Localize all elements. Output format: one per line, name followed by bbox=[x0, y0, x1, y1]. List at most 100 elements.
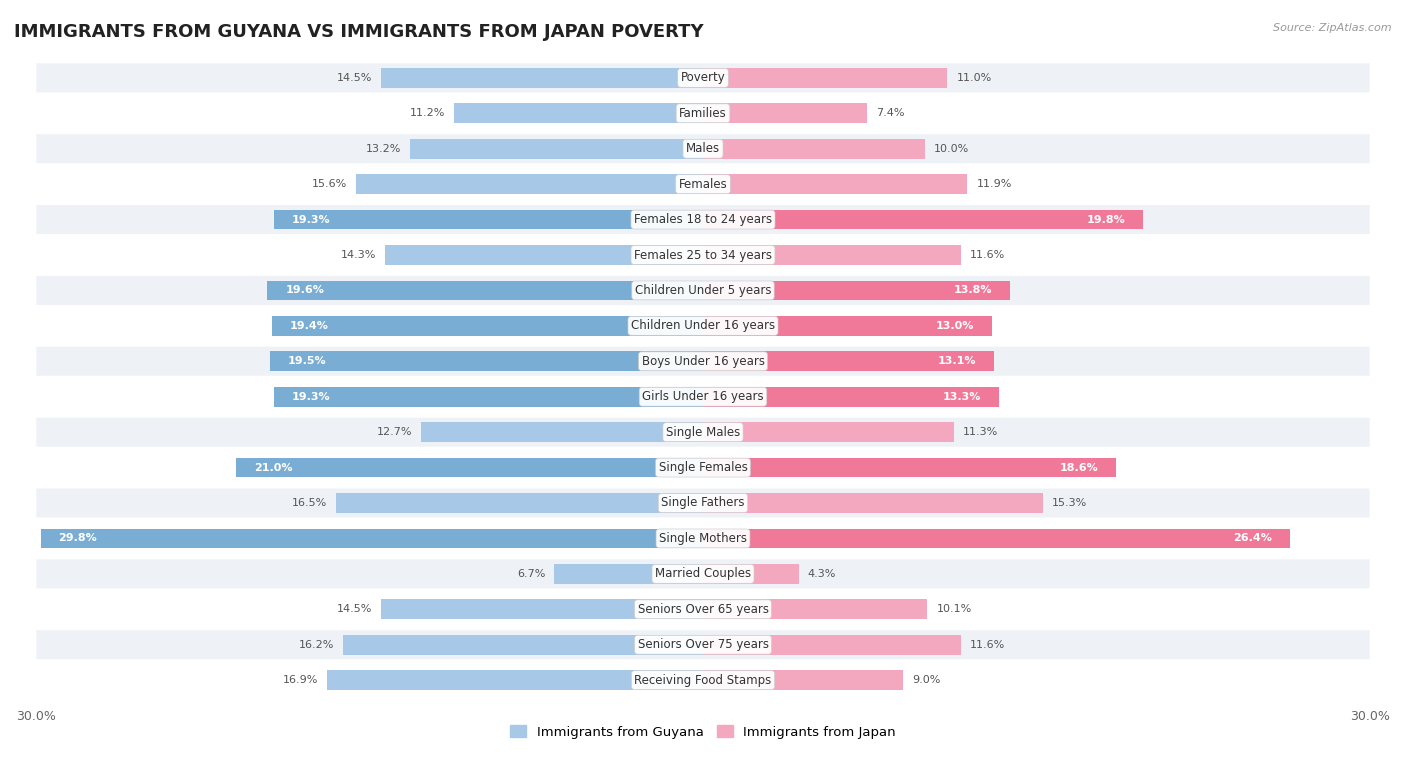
Bar bbox=[336, 493, 703, 513]
Bar bbox=[271, 316, 703, 336]
Bar bbox=[356, 174, 703, 194]
FancyBboxPatch shape bbox=[37, 64, 1369, 92]
Text: 16.5%: 16.5% bbox=[292, 498, 328, 508]
FancyBboxPatch shape bbox=[37, 524, 1369, 553]
FancyBboxPatch shape bbox=[37, 559, 1369, 588]
Bar bbox=[703, 634, 960, 655]
Text: 10.0%: 10.0% bbox=[934, 144, 969, 154]
FancyBboxPatch shape bbox=[37, 99, 1369, 128]
Bar bbox=[409, 139, 703, 158]
Text: Poverty: Poverty bbox=[681, 71, 725, 84]
Bar bbox=[420, 422, 703, 442]
Bar bbox=[703, 564, 799, 584]
Bar bbox=[703, 139, 925, 158]
Bar bbox=[703, 352, 994, 371]
FancyBboxPatch shape bbox=[37, 488, 1369, 518]
Bar bbox=[703, 68, 948, 88]
Text: Females 25 to 34 years: Females 25 to 34 years bbox=[634, 249, 772, 262]
Bar bbox=[703, 528, 1289, 548]
Text: Children Under 5 years: Children Under 5 years bbox=[634, 284, 772, 297]
Bar bbox=[703, 280, 1010, 300]
Bar bbox=[703, 387, 998, 406]
Text: 19.8%: 19.8% bbox=[1087, 215, 1125, 224]
Text: 14.5%: 14.5% bbox=[336, 73, 371, 83]
Text: Boys Under 16 years: Boys Under 16 years bbox=[641, 355, 765, 368]
FancyBboxPatch shape bbox=[37, 312, 1369, 340]
FancyBboxPatch shape bbox=[37, 595, 1369, 624]
Text: 13.0%: 13.0% bbox=[936, 321, 974, 330]
Bar bbox=[703, 210, 1143, 230]
Text: 11.3%: 11.3% bbox=[963, 428, 998, 437]
Text: IMMIGRANTS FROM GUYANA VS IMMIGRANTS FROM JAPAN POVERTY: IMMIGRANTS FROM GUYANA VS IMMIGRANTS FRO… bbox=[14, 23, 703, 41]
Bar bbox=[703, 670, 903, 690]
Text: 12.7%: 12.7% bbox=[377, 428, 412, 437]
Text: 19.3%: 19.3% bbox=[292, 392, 330, 402]
Text: 9.0%: 9.0% bbox=[912, 675, 941, 685]
Text: 11.9%: 11.9% bbox=[976, 179, 1012, 190]
Text: 11.0%: 11.0% bbox=[956, 73, 991, 83]
Bar bbox=[703, 174, 967, 194]
Text: 11.6%: 11.6% bbox=[970, 250, 1005, 260]
Bar bbox=[328, 670, 703, 690]
Text: 16.2%: 16.2% bbox=[298, 640, 335, 650]
Bar bbox=[41, 528, 703, 548]
FancyBboxPatch shape bbox=[37, 666, 1369, 694]
Bar bbox=[703, 493, 1043, 513]
Text: 19.4%: 19.4% bbox=[290, 321, 329, 330]
Text: 18.6%: 18.6% bbox=[1060, 462, 1098, 472]
Text: Source: ZipAtlas.com: Source: ZipAtlas.com bbox=[1274, 23, 1392, 33]
Text: Single Mothers: Single Mothers bbox=[659, 532, 747, 545]
Legend: Immigrants from Guyana, Immigrants from Japan: Immigrants from Guyana, Immigrants from … bbox=[505, 720, 901, 744]
Text: 16.9%: 16.9% bbox=[283, 675, 319, 685]
Bar bbox=[270, 352, 703, 371]
Text: 7.4%: 7.4% bbox=[876, 108, 905, 118]
Text: Seniors Over 75 years: Seniors Over 75 years bbox=[637, 638, 769, 651]
FancyBboxPatch shape bbox=[37, 276, 1369, 305]
Bar bbox=[381, 68, 703, 88]
Text: Females 18 to 24 years: Females 18 to 24 years bbox=[634, 213, 772, 226]
Text: Receiving Food Stamps: Receiving Food Stamps bbox=[634, 674, 772, 687]
Text: Females: Females bbox=[679, 177, 727, 191]
FancyBboxPatch shape bbox=[37, 453, 1369, 482]
Text: Males: Males bbox=[686, 143, 720, 155]
Text: 6.7%: 6.7% bbox=[517, 568, 546, 579]
Bar bbox=[554, 564, 703, 584]
Text: 21.0%: 21.0% bbox=[254, 462, 292, 472]
Text: 11.6%: 11.6% bbox=[970, 640, 1005, 650]
FancyBboxPatch shape bbox=[37, 240, 1369, 270]
Text: 13.2%: 13.2% bbox=[366, 144, 401, 154]
Text: 14.5%: 14.5% bbox=[336, 604, 371, 614]
Text: 14.3%: 14.3% bbox=[340, 250, 377, 260]
Text: 10.1%: 10.1% bbox=[936, 604, 972, 614]
FancyBboxPatch shape bbox=[37, 630, 1369, 659]
Bar bbox=[267, 280, 703, 300]
FancyBboxPatch shape bbox=[37, 205, 1369, 234]
Bar bbox=[703, 103, 868, 124]
Text: 29.8%: 29.8% bbox=[59, 534, 97, 543]
Bar bbox=[703, 316, 991, 336]
Text: Families: Families bbox=[679, 107, 727, 120]
Bar bbox=[385, 245, 703, 265]
Text: Seniors Over 65 years: Seniors Over 65 years bbox=[637, 603, 769, 615]
FancyBboxPatch shape bbox=[37, 418, 1369, 446]
Bar bbox=[703, 422, 955, 442]
Bar bbox=[274, 210, 703, 230]
Text: 13.8%: 13.8% bbox=[953, 286, 991, 296]
Text: 19.3%: 19.3% bbox=[292, 215, 330, 224]
Text: 19.5%: 19.5% bbox=[287, 356, 326, 366]
Bar bbox=[703, 458, 1116, 478]
Bar bbox=[454, 103, 703, 124]
Text: 15.6%: 15.6% bbox=[312, 179, 347, 190]
Text: 4.3%: 4.3% bbox=[807, 568, 835, 579]
Text: Single Fathers: Single Fathers bbox=[661, 496, 745, 509]
FancyBboxPatch shape bbox=[37, 134, 1369, 163]
FancyBboxPatch shape bbox=[37, 170, 1369, 199]
Text: 26.4%: 26.4% bbox=[1233, 534, 1272, 543]
Bar bbox=[381, 600, 703, 619]
Bar bbox=[274, 387, 703, 406]
Text: 15.3%: 15.3% bbox=[1052, 498, 1087, 508]
FancyBboxPatch shape bbox=[37, 346, 1369, 376]
Text: Single Males: Single Males bbox=[666, 426, 740, 439]
Text: Married Couples: Married Couples bbox=[655, 567, 751, 581]
Bar bbox=[236, 458, 703, 478]
